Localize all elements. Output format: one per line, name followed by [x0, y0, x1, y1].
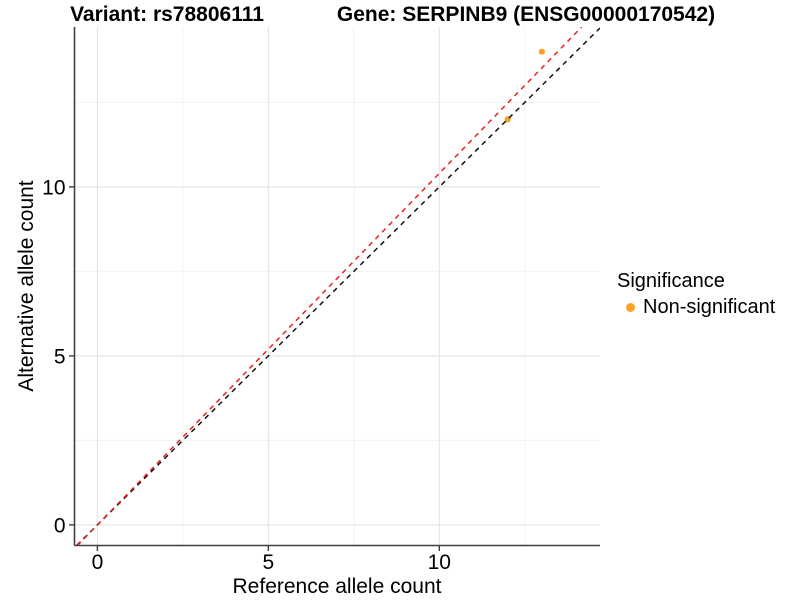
major-gridlines	[74, 27, 600, 546]
y-tick-label: 10	[42, 176, 65, 199]
legend-title: Significance	[617, 270, 725, 292]
axis-lines	[73, 27, 600, 547]
y-axis-title: Alternative allele count	[15, 180, 38, 392]
x-axis-title: Reference allele count	[232, 575, 442, 598]
legend-item-label: Non-significant	[643, 296, 776, 318]
x-tick-label: 0	[92, 551, 104, 574]
y-tick-label: 0	[54, 514, 66, 537]
tick-labels: 0 5 10 0 5 10	[42, 176, 451, 574]
y-tick-label: 5	[54, 345, 66, 368]
axis-ticks	[69, 186, 441, 551]
reference-lines	[76, 27, 600, 546]
gene-title: Gene: SERPINB9 (ENSG00000170542)	[336, 3, 716, 26]
allelic-ratio-line	[76, 27, 583, 546]
legend-point-icon	[625, 303, 635, 312]
variant-title: Variant: rs78806111	[70, 3, 264, 26]
identity-line	[76, 27, 600, 546]
minor-gridlines	[74, 27, 600, 546]
legend: Significance Non-significant	[617, 269, 775, 319]
legend-item: Non-significant	[617, 296, 775, 319]
x-tick-label: 5	[263, 551, 275, 574]
legend-items: Non-significant	[617, 296, 775, 319]
legend-key	[617, 303, 643, 312]
x-tick-label: 10	[428, 551, 451, 574]
data-point	[538, 48, 545, 55]
